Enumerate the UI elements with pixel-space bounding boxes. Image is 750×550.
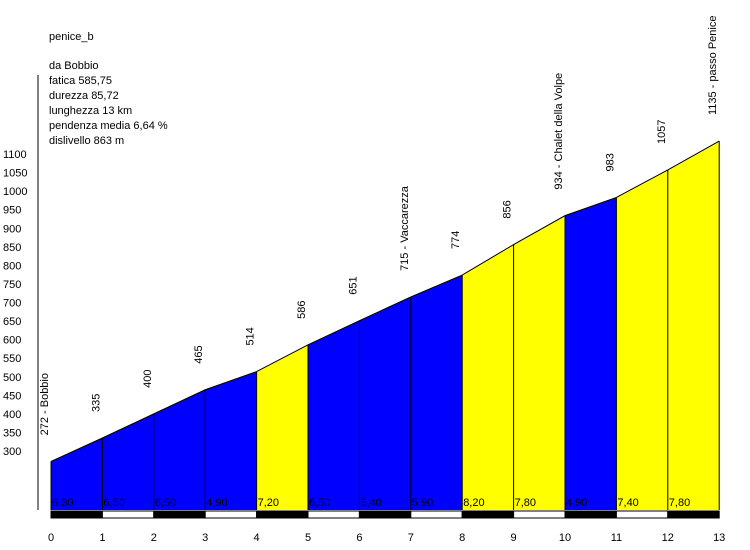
fatica-stat: fatica 585,75 <box>49 75 112 87</box>
durezza-stat: durezza 85,72 <box>49 90 119 102</box>
dislivello-stat: dislivello 863 m <box>49 135 125 147</box>
altitude-label-7: 715 - Vaccarezza <box>399 185 411 271</box>
x-tick-label-10: 10 <box>559 532 571 544</box>
y-tick-label-1100: 1100 <box>3 149 27 161</box>
x-tick-label-12: 12 <box>662 532 674 544</box>
altitude-label-6: 651 <box>347 276 359 294</box>
lunghezza-stat: lunghezza 13 km <box>49 105 133 117</box>
y-tick-label-300: 300 <box>3 446 21 458</box>
profile-segment-10 <box>513 215 565 510</box>
profile-segment-4 <box>205 371 257 510</box>
y-tick-label-850: 850 <box>3 242 21 254</box>
gradient-label-8: 5,90 <box>412 497 433 509</box>
start-location: da Bobbio <box>49 60 99 72</box>
km-bar-segment-12 <box>615 510 669 519</box>
profile-segment-5 <box>256 344 308 510</box>
x-tick-label-4: 4 <box>254 532 260 544</box>
profile-segment-3 <box>153 389 206 510</box>
altitude-label-3: 465 <box>193 345 205 363</box>
x-tick-label-11: 11 <box>611 532 622 544</box>
profile-segment-9 <box>462 244 514 510</box>
y-tick-label-600: 600 <box>3 335 21 347</box>
km-bar-segment-6 <box>307 510 360 519</box>
km-bar-segment-5 <box>256 510 309 519</box>
gradient-label-9: 8,20 <box>463 497 484 509</box>
y-tick-label-900: 900 <box>3 223 21 235</box>
y-tick-label-800: 800 <box>3 260 21 272</box>
x-tick-label-1: 1 <box>99 532 105 544</box>
gradient-label-12: 7,40 <box>617 497 638 509</box>
y-tick-label-1050: 1050 <box>3 168 27 180</box>
gradient-label-7: 6,40 <box>360 497 381 509</box>
y-tick-label-700: 700 <box>3 298 21 310</box>
altitude-label-4: 514 <box>245 327 257 345</box>
profile-segment-11 <box>565 197 617 510</box>
altitude-label-2: 400 <box>142 370 154 388</box>
km-bar-segment-11 <box>564 510 617 519</box>
altitude-label-10: 934 - Chalet della Volpe <box>553 73 565 190</box>
y-tick-label-500: 500 <box>3 372 21 384</box>
altitude-label-13: 1135 - passo Penice <box>707 16 719 115</box>
y-tick-label-550: 550 <box>3 353 21 365</box>
y-tick-label-1000: 1000 <box>3 186 27 198</box>
gradient-label-1: 6,30 <box>52 497 73 509</box>
x-tick-label-3: 3 <box>202 532 208 544</box>
gradient-label-13: 7,80 <box>669 497 690 509</box>
chart-title: penice_b <box>49 31 94 43</box>
altitude-label-0: 272 - Bobbio <box>39 373 51 435</box>
x-tick-label-6: 6 <box>356 532 362 544</box>
altitude-label-8: 774 <box>450 231 462 249</box>
profile-outline <box>50 140 720 462</box>
km-bar-segment-8 <box>410 510 463 519</box>
y-tick-label-450: 450 <box>3 390 21 402</box>
km-bar-segment-13 <box>667 510 720 519</box>
profile-segment-12 <box>616 169 668 510</box>
gradient-label-6: 6,50 <box>309 497 330 509</box>
gradient-label-2: 6,50 <box>103 497 124 509</box>
profile-segment-8 <box>410 275 463 510</box>
gradient-label-5: 7,20 <box>258 497 279 509</box>
x-tick-label-8: 8 <box>459 532 465 544</box>
x-tick-label-13: 13 <box>713 532 725 544</box>
gradient-label-3: 6,50 <box>155 497 176 509</box>
altitude-label-1: 335 <box>90 394 102 412</box>
km-bar-segment-3 <box>153 510 206 519</box>
x-tick-label-9: 9 <box>511 532 517 544</box>
km-bar-segment-7 <box>358 510 412 519</box>
altitude-label-5: 586 <box>296 300 308 318</box>
altitude-label-9: 856 <box>502 200 514 218</box>
altitude-label-12: 1057 <box>656 119 668 143</box>
y-tick-label-950: 950 <box>3 205 21 217</box>
y-tick-label-650: 650 <box>3 316 21 328</box>
x-tick-label-2: 2 <box>151 532 157 544</box>
profile-segment-13 <box>667 141 720 510</box>
profile-segment-2 <box>102 413 154 510</box>
x-tick-label-5: 5 <box>305 532 311 544</box>
profile-segment-6 <box>308 320 360 510</box>
x-tick-label-0: 0 <box>48 532 54 544</box>
gradient-label-11: 4,90 <box>566 497 587 509</box>
km-bar-segment-10 <box>513 510 566 519</box>
km-bar-segment-1 <box>50 510 103 519</box>
y-tick-label-750: 750 <box>3 279 21 291</box>
y-tick-label-400: 400 <box>3 409 21 421</box>
gradient-label-4: 4,90 <box>206 497 227 509</box>
km-bar-segment-9 <box>461 510 515 519</box>
km-bar-segment-2 <box>101 510 155 519</box>
pendenza-stat: pendenza media 6,64 % <box>49 120 168 132</box>
x-tick-label-7: 7 <box>408 532 414 544</box>
profile-segment-7 <box>359 296 411 510</box>
y-tick-label-350: 350 <box>3 427 21 439</box>
altitude-label-11: 983 <box>604 153 616 171</box>
gradient-label-10: 7,80 <box>515 497 536 509</box>
km-bar-segment-4 <box>204 510 258 519</box>
